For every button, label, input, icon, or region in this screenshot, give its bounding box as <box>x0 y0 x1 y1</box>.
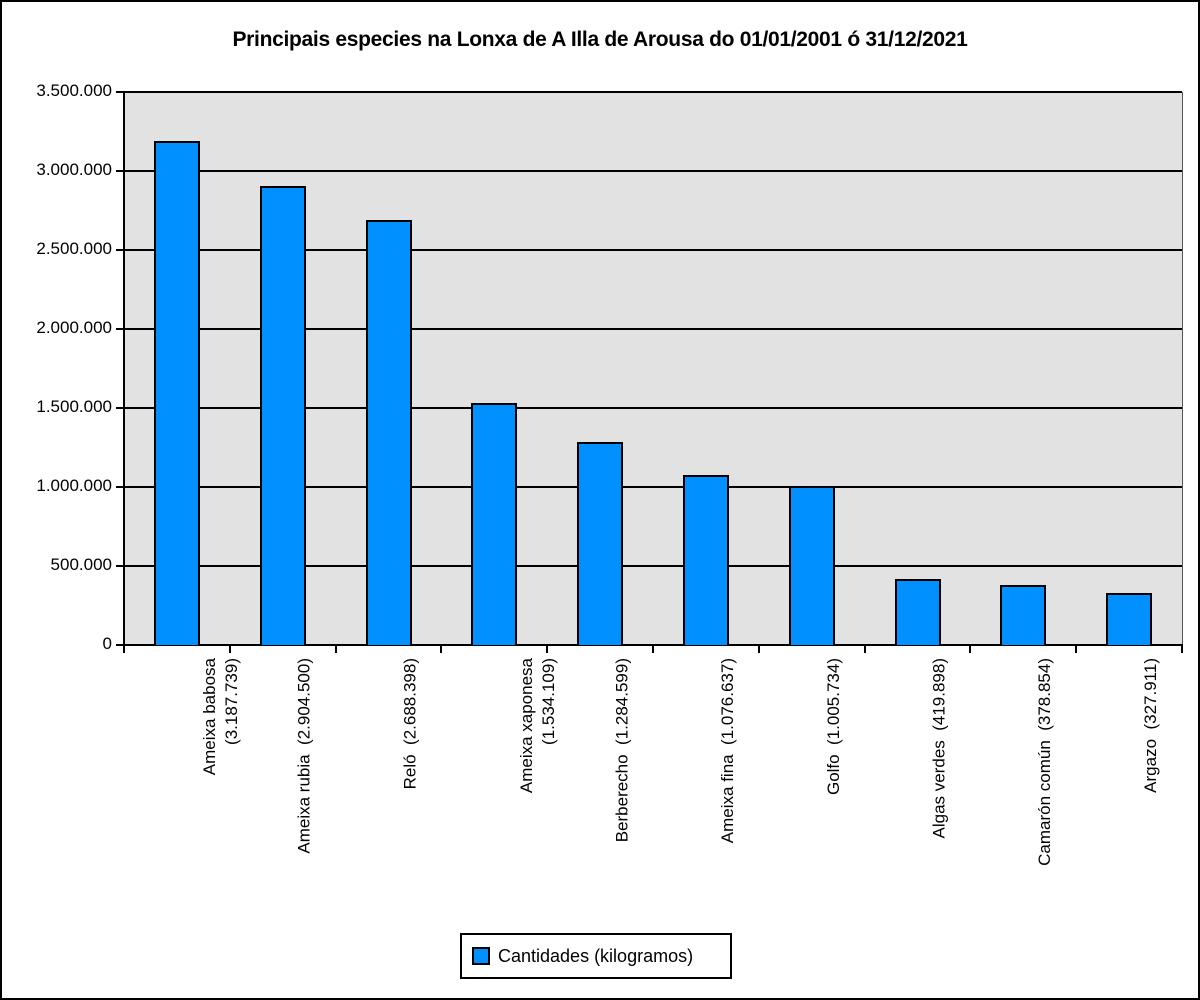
y-tick-label: 3.000.000 <box>36 160 112 179</box>
x-tick-label: Berberecho (1.284.599) <box>612 658 632 843</box>
chart-title: Principais especies na Lonxa de A Illa d… <box>232 28 968 51</box>
gridline <box>124 249 1182 251</box>
x-tick-label: Ameixa xaponesa (1.534.109) <box>517 658 559 794</box>
y-tick-label: 500.000 <box>50 555 112 574</box>
gridline <box>124 91 1182 93</box>
bar[interactable] <box>788 486 835 645</box>
legend-swatch-icon <box>472 947 490 965</box>
y-tick-label: 1.000.000 <box>36 476 112 495</box>
gridline <box>124 328 1182 330</box>
x-tick-mark <box>652 645 654 653</box>
x-tick-label: Ameixa fina (1.076.637) <box>717 658 737 844</box>
y-tick-label: 2.500.000 <box>36 239 112 258</box>
bar[interactable] <box>894 578 941 645</box>
x-tick-mark <box>440 645 443 653</box>
x-tick-mark <box>546 645 549 653</box>
x-tick-mark <box>228 645 231 653</box>
x-tick-label: Ameixa babosa (3.187.739) <box>199 658 241 776</box>
x-tick-label: Reló (2.688.398) <box>400 658 420 790</box>
y-tick-mark <box>116 644 124 646</box>
x-tick-mark <box>863 645 866 653</box>
y-tick-label: 1.500.000 <box>36 397 112 416</box>
x-tick-label: Camarón común (378.854) <box>1035 658 1055 866</box>
gridline <box>124 565 1182 567</box>
gridline <box>124 486 1182 488</box>
y-tick-mark <box>116 486 124 488</box>
y-tick-mark <box>116 91 124 93</box>
y-tick-mark <box>116 170 124 172</box>
x-tick-mark <box>334 645 337 653</box>
x-tick-mark <box>1075 645 1078 653</box>
y-tick-mark <box>116 328 124 330</box>
x-tick-label: Algas verdes (419.898) <box>929 658 949 839</box>
x-tick-mark <box>123 645 125 653</box>
legend: Cantidades (kilogramos) <box>460 933 732 979</box>
x-tick-label: Ameixa rubia (2.904.500) <box>294 658 314 854</box>
y-tick-mark <box>116 565 124 567</box>
y-tick-label: 3.500.000 <box>36 81 112 100</box>
bar[interactable] <box>471 402 518 645</box>
bar[interactable] <box>1106 593 1153 645</box>
x-tick-mark <box>757 645 760 653</box>
bar[interactable] <box>259 186 306 645</box>
x-tick-label: Argazo (327.911) <box>1141 658 1161 793</box>
bar[interactable] <box>1000 585 1047 645</box>
x-tick-mark <box>969 645 972 653</box>
y-tick-label: 2.000.000 <box>36 318 112 337</box>
y-tick-mark <box>116 249 124 251</box>
y-tick-mark <box>116 407 124 409</box>
bar[interactable] <box>153 141 200 645</box>
legend-label: Cantidades (kilogramos) <box>498 945 694 966</box>
x-tick-label: Golfo (1.005.734) <box>823 658 843 796</box>
bar[interactable] <box>365 220 412 645</box>
gridline <box>124 407 1182 409</box>
x-tick-mark <box>1181 645 1183 653</box>
bar[interactable] <box>577 442 624 645</box>
bar[interactable] <box>682 474 729 645</box>
gridline <box>124 170 1182 172</box>
y-tick-label: 0 <box>102 634 112 653</box>
y-axis <box>123 92 125 647</box>
